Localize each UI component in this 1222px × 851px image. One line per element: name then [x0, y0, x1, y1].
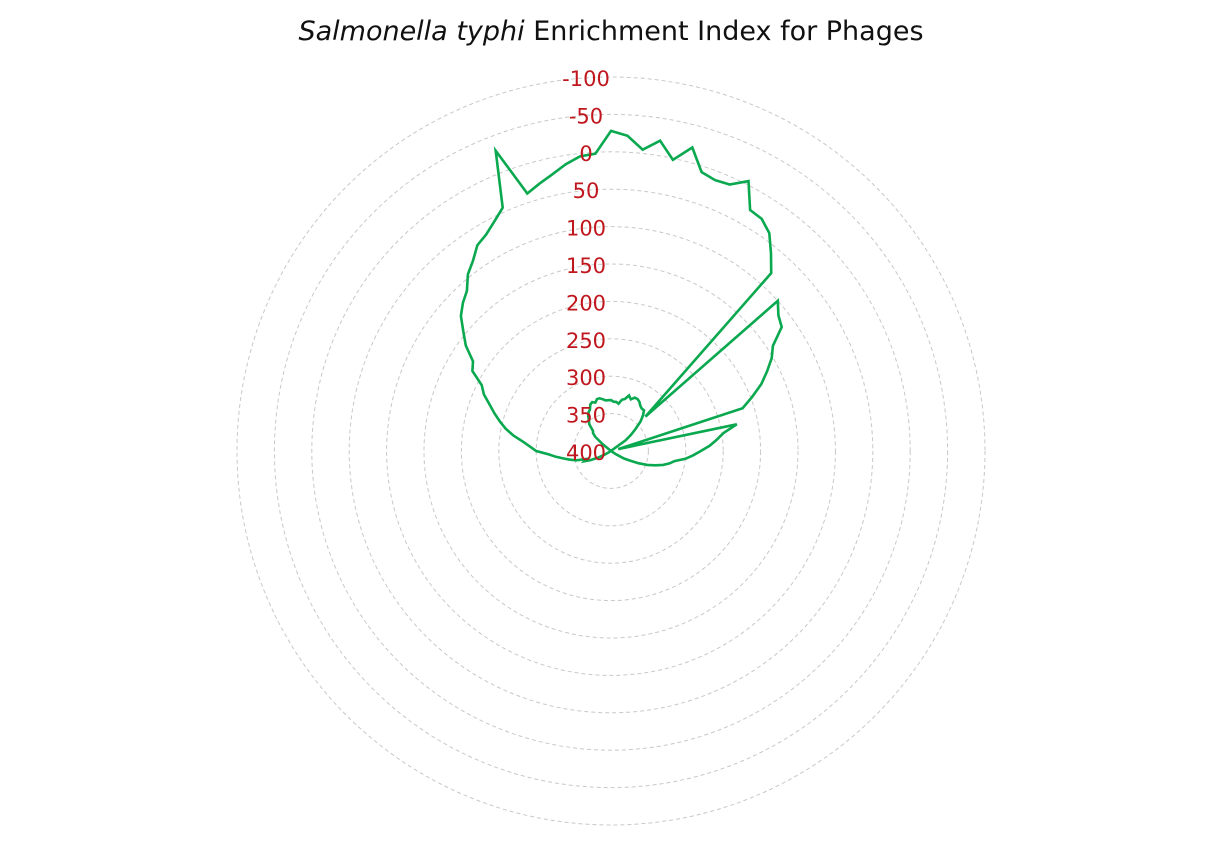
chart-title-italic: Salmonella typhi — [298, 16, 525, 47]
grid-ring — [273, 113, 949, 789]
radial-tick-label: 50 — [573, 179, 600, 203]
radial-tick-label: 250 — [566, 329, 606, 353]
grid-ring — [573, 413, 649, 489]
grid-ring — [348, 188, 874, 714]
radial-tick-label: 400 — [566, 441, 606, 465]
radial-tick-label: -50 — [569, 104, 603, 128]
chart-title: Salmonella typhi Enrichment Index for Ph… — [0, 16, 1222, 47]
grid-ring — [236, 76, 986, 826]
radial-tick-label: 350 — [566, 404, 606, 428]
grid-ring — [386, 226, 836, 676]
series-group — [459, 129, 784, 467]
radial-tick-label: -100 — [562, 67, 610, 91]
grid-ring — [311, 151, 911, 751]
grid-ring — [498, 338, 724, 564]
grid-ring — [423, 263, 799, 639]
radial-tick-label: 0 — [579, 142, 592, 166]
series-line — [459, 129, 784, 467]
radial-tick-labels: -100 -50 0 50 100 150 200 250 300 350 400 — [562, 67, 610, 465]
radial-tick-label: 200 — [566, 291, 606, 315]
radial-tick-label: 150 — [566, 254, 606, 278]
grid-ring — [460, 300, 762, 602]
radial-tick-label: 300 — [566, 366, 606, 390]
radial-tick-label: 100 — [566, 217, 606, 241]
chart-title-rest: Enrichment Index for Phages — [533, 16, 924, 47]
